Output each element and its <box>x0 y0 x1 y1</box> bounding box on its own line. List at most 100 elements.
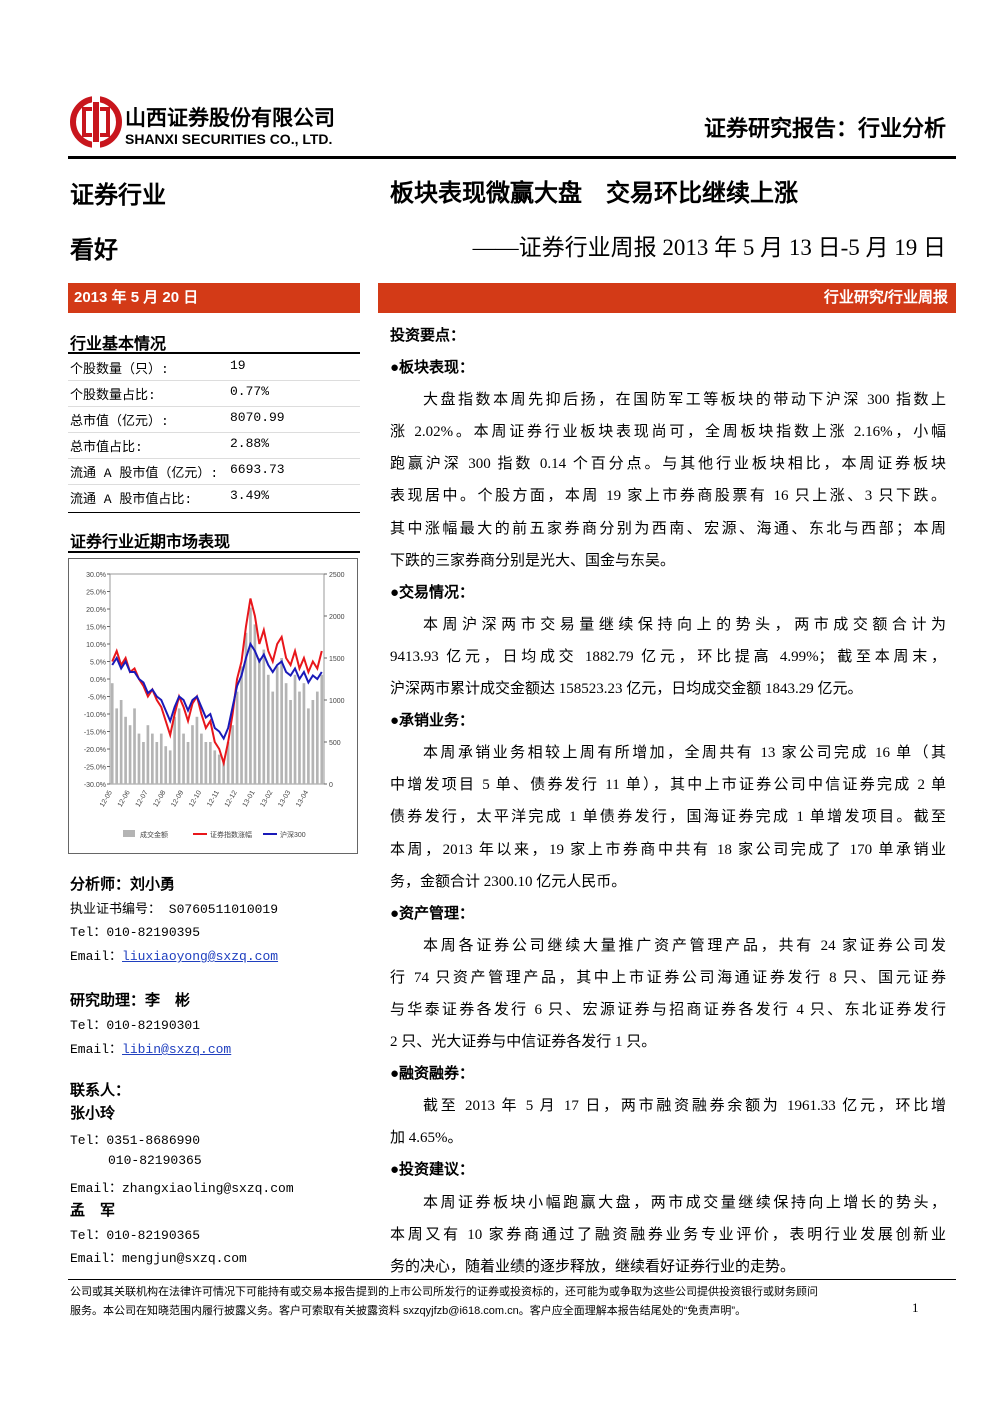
bar <box>235 691 239 784</box>
report-subtitle: ——证券行业周报 2013 年 5 月 13 日-5 月 19 日 <box>472 235 946 260</box>
row-rule <box>68 406 360 407</box>
main-text: 投资要点： ●板块表现： 大盘指数本周先抑后扬，在国防军工等板块的带动下沪深 30… <box>390 320 946 1283</box>
bar <box>133 708 136 784</box>
paragraph-line: 务，金额合计 2300.10 亿元人民币。 <box>390 873 627 890</box>
paragraph-line: 中增发项目 5 单、债券发行 11 单），其中上市证券公司中信证券完成 2 单 <box>390 777 946 794</box>
basics-title: 行业基本情况 <box>70 336 167 353</box>
row-label: 流通 A 股市值占比: <box>70 492 193 507</box>
y2-tick-label: 2000 <box>329 614 345 621</box>
y-tick-label: -25.0% <box>84 765 106 772</box>
bar <box>213 750 217 784</box>
x-tick-label: 12-05 <box>99 789 114 808</box>
rule <box>68 512 360 513</box>
paragraph-line: 沪深两市累计成交金额达 158523.23 亿元，日均成交金额 1843.29 … <box>390 681 863 698</box>
assistant: 研究助理：李 彬 <box>70 992 191 1009</box>
bar <box>195 716 199 784</box>
email: Email：zhangxiaoling@sxzq.com <box>70 1181 294 1196</box>
paragraph-line: 截至 2013 年 5 月 17 日，两市融资融券余额为 1961.33 亿元，… <box>423 1098 946 1115</box>
bar <box>200 733 203 784</box>
rule <box>68 156 956 159</box>
email-label: Email： <box>70 1042 123 1057</box>
legend-swatch <box>123 830 135 837</box>
paragraph-line: 本周各证券公司继续大量推广资产管理产品，共有 24 家证券公司发 <box>423 937 946 954</box>
row-label: 流通 A 股市值（亿元）: <box>70 466 219 481</box>
paragraph-line: 大盘指数本周先抑后扬，在国防军工等板块的带动下沪深 300 指数上 <box>423 392 946 409</box>
bar <box>258 658 261 784</box>
y-tick-label: -5.0% <box>88 695 106 702</box>
x-tick-label: 12-10 <box>188 789 203 808</box>
logo <box>70 96 122 148</box>
company-en: SHANXI SECURITIES CO., LTD. <box>125 131 333 147</box>
row-rule <box>68 484 360 485</box>
bar <box>231 725 234 784</box>
y2-tick-label: 2500 <box>329 572 345 579</box>
row-rule <box>68 458 360 459</box>
date-bar: 2013 年 5 月 20 日 <box>68 283 360 313</box>
paragraph-line: 2 只、光大证券与中信证券各发行 1 只。 <box>390 1034 657 1051</box>
paragraph-line: 务的决心，随着业绩的逐步释放，继续看好证券行业的走势。 <box>390 1258 796 1275</box>
x-tick-label: 12-07 <box>135 789 150 808</box>
row-value: 0.77% <box>230 384 270 399</box>
bar <box>146 725 150 784</box>
date: 2013 年 5 月 20 日 <box>74 289 199 306</box>
paragraph-line: 本周又有 10 家券商通过了融资融券业务专业评价，表明行业发展创新业 <box>390 1226 946 1243</box>
section-heading: ●板块表现： <box>390 359 475 377</box>
bar <box>240 666 243 784</box>
x-tick-label: 13-03 <box>277 789 292 808</box>
bar <box>244 632 248 784</box>
legend-label: 沪深300 <box>280 830 306 839</box>
row-value: 19 <box>230 358 246 373</box>
y-tick-label: 30.0% <box>86 572 106 579</box>
paragraph-line: 表现居中。个股方面，本周 19 家上市券商股票有 16 只上涨、3 只下跌。 <box>390 488 946 505</box>
bar <box>302 683 306 784</box>
x-tick-label: 12-06 <box>117 789 132 808</box>
bar <box>249 607 252 784</box>
x-tick-label: 12-11 <box>206 789 221 808</box>
paragraph-line: 债券发行，太平洋完成 1 单债券发行，国海证券完成 1 单增发项目。截至 <box>390 809 946 826</box>
bar <box>155 742 159 784</box>
bar <box>289 700 292 784</box>
section-heading: ●交易情况： <box>390 583 475 601</box>
rule <box>68 551 360 553</box>
rule <box>68 352 360 354</box>
x-tick-label: 12-12 <box>224 789 239 808</box>
row-value: 3.49% <box>230 488 270 503</box>
paragraph-line: 本周，2013 年以来，19 家上市券商中共有 18 家公司完成了 170 单承… <box>390 841 946 858</box>
y-tick-label: 15.0% <box>86 625 106 632</box>
y-tick-label: 25.0% <box>86 590 106 597</box>
bar <box>115 708 119 784</box>
email-link[interactable]: libin@sxzq.com <box>122 1042 232 1057</box>
bar <box>151 733 154 784</box>
paragraph-line: 本周承销业务相较上周有所增加，全周共有 13 家公司完成 16 单（其 <box>423 745 946 762</box>
paragraph-line: 加 4.65%。 <box>390 1130 463 1147</box>
email: Email：liuxiaoyong@sxzq.com <box>70 945 278 964</box>
bar <box>142 742 145 784</box>
analyst: 分析师：刘小勇 <box>70 876 176 893</box>
paragraph-line: 涨 2.02%。本周证券行业板块表现尚可，全周板块指数上涨 2.16%，小幅 <box>390 424 946 441</box>
bar <box>186 742 190 784</box>
cert: 执业证书编号： S0760511010019 <box>70 902 279 917</box>
tel: Tel：0351-8686990 <box>70 1133 201 1148</box>
bar <box>280 658 283 784</box>
rating: 看好 <box>70 237 118 264</box>
bar <box>271 691 275 784</box>
y-tick-label: 10.0% <box>86 642 106 649</box>
bar <box>315 691 319 784</box>
email-link[interactable]: liuxiaoyong@sxzq.com <box>122 949 279 964</box>
paragraph-line: 9413.93 亿元，日均成交 1882.79 亿元，环比提高 4.99%；截至… <box>390 648 946 665</box>
bar <box>191 725 194 784</box>
bar <box>182 733 185 784</box>
bar <box>298 691 301 784</box>
bar <box>173 716 176 784</box>
bar <box>177 708 181 784</box>
x-tick-label: 12-09 <box>170 789 185 808</box>
bar <box>128 725 132 784</box>
category: 行业研究/行业周报 <box>823 289 948 306</box>
chart-frame <box>68 558 358 854</box>
legend-label: 成交金额 <box>140 830 168 839</box>
y2-tick-label: 500 <box>329 740 341 747</box>
line <box>111 641 323 741</box>
section-heading: ●资产管理： <box>390 904 475 922</box>
report-title: 板块表现微赢大盘 交易环比继续上涨 <box>390 180 798 207</box>
